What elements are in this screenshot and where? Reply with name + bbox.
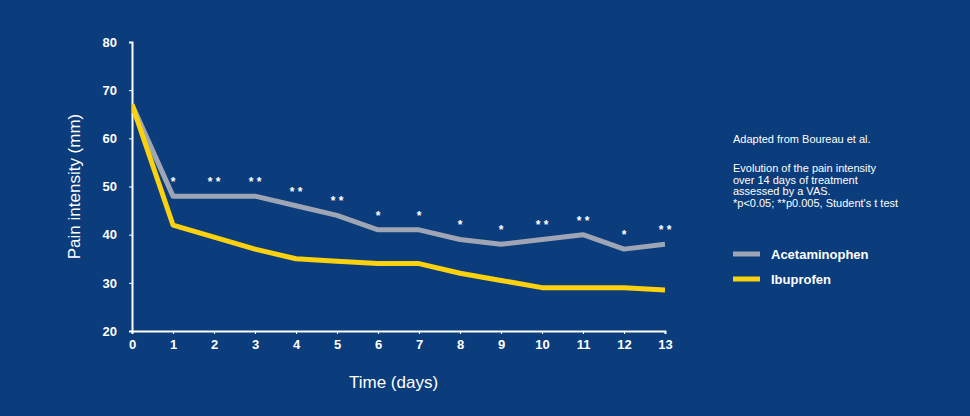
significance-marker: * * bbox=[208, 175, 221, 189]
tick-label: 60 bbox=[103, 131, 117, 146]
tick-label: 70 bbox=[103, 83, 117, 98]
tick-mark bbox=[214, 331, 215, 334]
axis-line bbox=[129, 43, 133, 332]
significance-marker: * * bbox=[290, 185, 303, 199]
tick-mark bbox=[460, 331, 461, 334]
series-group bbox=[132, 105, 665, 290]
tick: 12 bbox=[617, 331, 631, 352]
tick-label: 2 bbox=[211, 337, 218, 352]
tick: 7 bbox=[416, 331, 423, 352]
note: Evolution of the pain intensity bbox=[733, 162, 877, 174]
tick-mark bbox=[129, 235, 132, 236]
tick: 1 bbox=[170, 331, 177, 352]
tick: 3 bbox=[252, 331, 259, 352]
tick-label: 0 bbox=[129, 337, 136, 352]
tick-label: 8 bbox=[457, 337, 464, 352]
tick-label: 30 bbox=[103, 275, 117, 290]
background bbox=[0, 0, 970, 416]
tick-mark bbox=[173, 331, 174, 334]
tick-label: 11 bbox=[577, 337, 591, 352]
tick: 6 bbox=[375, 331, 382, 352]
tick-label: 10 bbox=[535, 337, 549, 352]
tick-mark bbox=[419, 331, 420, 334]
tick-mark bbox=[129, 331, 132, 332]
y-axis: 20 30 40 50 60 70 80 bbox=[103, 35, 133, 339]
series-line bbox=[132, 105, 665, 250]
tick: 13 bbox=[658, 331, 672, 352]
tick: 60 bbox=[103, 131, 132, 146]
significance-marker: * * bbox=[577, 214, 590, 228]
tick: 2 bbox=[211, 331, 218, 352]
tick-mark bbox=[129, 42, 132, 43]
significance-marker: * bbox=[417, 209, 422, 223]
note: over 14 days of treatment bbox=[733, 174, 858, 186]
tick-mark bbox=[129, 187, 132, 188]
tick-mark bbox=[378, 331, 379, 334]
legend-label: Ibuprofen bbox=[771, 272, 831, 287]
axis-line bbox=[133, 332, 666, 335]
x-axis: 012345678910111213 bbox=[129, 331, 673, 352]
tick: 8 bbox=[457, 331, 464, 352]
tick-mark bbox=[542, 331, 543, 334]
significance-marker: * * bbox=[331, 194, 344, 208]
y-axis-title: Pain intensity (mm) bbox=[65, 114, 84, 259]
tick-mark bbox=[129, 90, 132, 91]
tick: 0 bbox=[129, 331, 136, 352]
tick-label: 4 bbox=[293, 337, 301, 352]
tick-mark bbox=[296, 331, 297, 334]
legend-swatch bbox=[733, 277, 760, 282]
tick: 50 bbox=[103, 179, 132, 194]
significance-marker: * bbox=[499, 223, 504, 237]
tick-label: 13 bbox=[658, 337, 672, 352]
significance-marker: * bbox=[376, 209, 381, 223]
series-line bbox=[132, 105, 665, 290]
tick-mark bbox=[255, 331, 256, 334]
tick-label: 6 bbox=[375, 337, 382, 352]
tick: 4 bbox=[293, 331, 301, 352]
tick-label: 12 bbox=[617, 337, 631, 352]
tick-label: 3 bbox=[252, 337, 259, 352]
plot: 01234567891011121320304050607080** ** **… bbox=[103, 35, 673, 353]
tick-mark bbox=[129, 138, 132, 139]
note: assessed by a VAS. bbox=[733, 185, 831, 197]
note: *p<0.05; **p0.005, Student's t test bbox=[733, 197, 898, 209]
legend: Acetaminophen Ibuprofen bbox=[733, 247, 869, 287]
tick-label: 9 bbox=[498, 337, 505, 352]
tick-label: 5 bbox=[334, 337, 341, 352]
chart: 01234567891011121320304050607080** ** **… bbox=[0, 0, 970, 416]
tick: 70 bbox=[103, 83, 132, 98]
x-axis-title: Time (days) bbox=[349, 373, 438, 392]
tick-mark bbox=[337, 331, 338, 334]
tick: 11 bbox=[577, 331, 591, 352]
significance-marker: * * bbox=[536, 218, 549, 232]
significance-marker: * bbox=[622, 228, 627, 242]
significance-marker: * * bbox=[249, 175, 262, 189]
tick: 5 bbox=[334, 331, 341, 352]
significance-marker: * bbox=[171, 175, 176, 189]
tick: 20 bbox=[103, 324, 132, 339]
tick: 80 bbox=[103, 35, 132, 50]
tick: 9 bbox=[498, 331, 505, 352]
tick: 40 bbox=[103, 227, 132, 242]
tick-label: 50 bbox=[103, 179, 117, 194]
tick-mark bbox=[665, 331, 666, 334]
tick-label: 1 bbox=[170, 337, 177, 352]
tick-label: 80 bbox=[103, 35, 117, 50]
tick: 30 bbox=[103, 275, 132, 290]
tick-label: 20 bbox=[103, 324, 117, 339]
annotations: * * * * * * * * * * * * * * * * * * * * bbox=[171, 175, 672, 242]
tick-label: 40 bbox=[103, 227, 117, 242]
significance-marker: * bbox=[458, 218, 463, 232]
tick-mark bbox=[501, 331, 502, 334]
legend-swatch bbox=[733, 252, 760, 257]
tick-label: 7 bbox=[416, 337, 423, 352]
tick-mark bbox=[129, 283, 132, 284]
significance-marker: * * bbox=[659, 223, 672, 237]
source: Adapted from Boureau et al. bbox=[733, 133, 871, 145]
tick: 10 bbox=[535, 331, 549, 352]
tick-mark bbox=[583, 331, 584, 334]
tick-mark bbox=[624, 331, 625, 334]
legend-label: Acetaminophen bbox=[771, 247, 869, 262]
